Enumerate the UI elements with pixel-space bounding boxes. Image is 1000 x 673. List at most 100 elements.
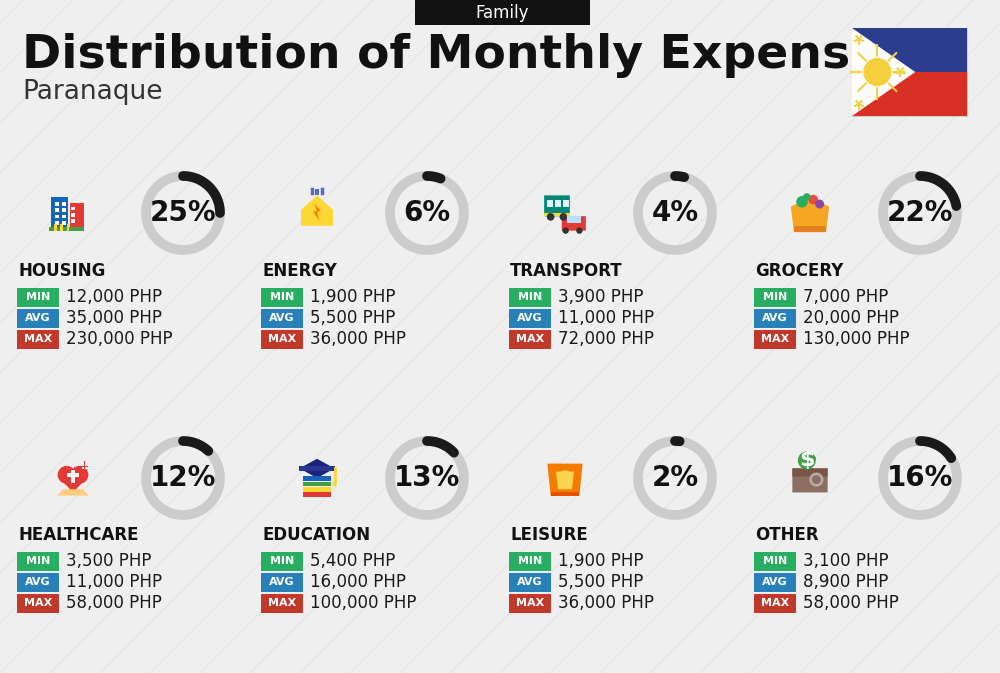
- Text: AVG: AVG: [269, 577, 295, 587]
- Text: MIN: MIN: [26, 556, 50, 566]
- Text: MAX: MAX: [761, 598, 789, 608]
- FancyBboxPatch shape: [509, 330, 551, 349]
- FancyBboxPatch shape: [82, 464, 86, 469]
- FancyBboxPatch shape: [415, 0, 590, 25]
- FancyBboxPatch shape: [17, 308, 59, 328]
- Text: 35,000 PHP: 35,000 PHP: [66, 309, 162, 327]
- Text: 4%: 4%: [651, 199, 699, 227]
- FancyBboxPatch shape: [303, 493, 331, 497]
- Text: MIN: MIN: [518, 292, 542, 302]
- Polygon shape: [791, 197, 829, 232]
- FancyBboxPatch shape: [754, 594, 796, 612]
- FancyBboxPatch shape: [509, 573, 551, 592]
- Circle shape: [815, 200, 824, 209]
- Text: AVG: AVG: [25, 577, 51, 587]
- FancyBboxPatch shape: [70, 203, 84, 231]
- Circle shape: [562, 227, 569, 234]
- Text: 130,000 PHP: 130,000 PHP: [803, 330, 910, 348]
- FancyBboxPatch shape: [67, 224, 69, 231]
- Text: 8,900 PHP: 8,900 PHP: [803, 573, 888, 591]
- Text: 7,000 PHP: 7,000 PHP: [803, 288, 888, 306]
- Text: ENERGY: ENERGY: [262, 262, 337, 280]
- Polygon shape: [58, 476, 88, 493]
- FancyBboxPatch shape: [562, 216, 586, 231]
- Text: 36,000 PHP: 36,000 PHP: [558, 594, 654, 612]
- Text: 12,000 PHP: 12,000 PHP: [66, 288, 162, 306]
- Text: MAX: MAX: [268, 334, 296, 344]
- FancyBboxPatch shape: [509, 551, 551, 571]
- Text: 22%: 22%: [887, 199, 953, 227]
- Circle shape: [803, 193, 811, 201]
- Polygon shape: [301, 195, 333, 226]
- Text: MAX: MAX: [268, 598, 296, 608]
- Circle shape: [863, 58, 891, 86]
- FancyBboxPatch shape: [60, 224, 63, 231]
- FancyBboxPatch shape: [303, 481, 331, 487]
- Circle shape: [332, 482, 337, 487]
- Text: 5,500 PHP: 5,500 PHP: [310, 309, 395, 327]
- FancyBboxPatch shape: [55, 208, 59, 212]
- Text: 20,000 PHP: 20,000 PHP: [803, 309, 899, 327]
- Text: LEISURE: LEISURE: [510, 526, 588, 544]
- FancyBboxPatch shape: [80, 466, 88, 468]
- FancyBboxPatch shape: [55, 202, 59, 206]
- FancyBboxPatch shape: [754, 573, 796, 592]
- FancyBboxPatch shape: [555, 200, 561, 207]
- Text: Paranaque: Paranaque: [22, 79, 162, 105]
- Text: $: $: [799, 450, 815, 470]
- Text: 1,900 PHP: 1,900 PHP: [558, 552, 644, 570]
- FancyBboxPatch shape: [567, 216, 581, 223]
- Text: AVG: AVG: [762, 313, 788, 323]
- Text: 5,400 PHP: 5,400 PHP: [310, 552, 395, 570]
- Text: MAX: MAX: [24, 334, 52, 344]
- FancyBboxPatch shape: [71, 470, 75, 483]
- Polygon shape: [299, 459, 335, 478]
- Text: MIN: MIN: [518, 556, 542, 566]
- FancyBboxPatch shape: [261, 594, 303, 612]
- Circle shape: [58, 466, 76, 484]
- FancyBboxPatch shape: [303, 487, 331, 492]
- Text: 58,000 PHP: 58,000 PHP: [66, 594, 162, 612]
- FancyBboxPatch shape: [51, 197, 68, 229]
- Text: 100,000 PHP: 100,000 PHP: [310, 594, 416, 612]
- FancyBboxPatch shape: [544, 213, 570, 216]
- Text: Family: Family: [476, 3, 529, 22]
- FancyBboxPatch shape: [62, 202, 66, 206]
- Text: MAX: MAX: [761, 334, 789, 344]
- Text: AVG: AVG: [762, 577, 788, 587]
- FancyBboxPatch shape: [792, 468, 828, 476]
- Text: 25%: 25%: [150, 199, 216, 227]
- FancyBboxPatch shape: [261, 551, 303, 571]
- Text: 3,100 PHP: 3,100 PHP: [803, 552, 889, 570]
- FancyBboxPatch shape: [62, 208, 66, 212]
- Circle shape: [576, 227, 583, 234]
- Text: MAX: MAX: [24, 598, 52, 608]
- Text: AVG: AVG: [517, 313, 543, 323]
- Text: 12%: 12%: [150, 464, 216, 492]
- FancyBboxPatch shape: [261, 573, 303, 592]
- FancyBboxPatch shape: [299, 466, 335, 471]
- FancyBboxPatch shape: [303, 476, 331, 481]
- FancyBboxPatch shape: [17, 594, 59, 612]
- Text: OTHER: OTHER: [755, 526, 819, 544]
- Polygon shape: [556, 472, 574, 489]
- Text: MAX: MAX: [516, 598, 544, 608]
- FancyBboxPatch shape: [315, 189, 319, 195]
- FancyBboxPatch shape: [509, 287, 551, 306]
- Text: 16,000 PHP: 16,000 PHP: [310, 573, 406, 591]
- Circle shape: [809, 472, 823, 487]
- Text: 58,000 PHP: 58,000 PHP: [803, 594, 899, 612]
- Circle shape: [547, 213, 554, 221]
- Text: 72,000 PHP: 72,000 PHP: [558, 330, 654, 348]
- Circle shape: [560, 213, 567, 221]
- Text: 13%: 13%: [394, 464, 460, 492]
- FancyBboxPatch shape: [509, 594, 551, 612]
- Text: AVG: AVG: [25, 313, 51, 323]
- FancyBboxPatch shape: [55, 215, 59, 219]
- Text: EDUCATION: EDUCATION: [262, 526, 370, 544]
- FancyBboxPatch shape: [261, 330, 303, 349]
- FancyBboxPatch shape: [792, 468, 828, 493]
- FancyBboxPatch shape: [17, 551, 59, 571]
- Circle shape: [796, 196, 808, 207]
- FancyBboxPatch shape: [62, 221, 66, 225]
